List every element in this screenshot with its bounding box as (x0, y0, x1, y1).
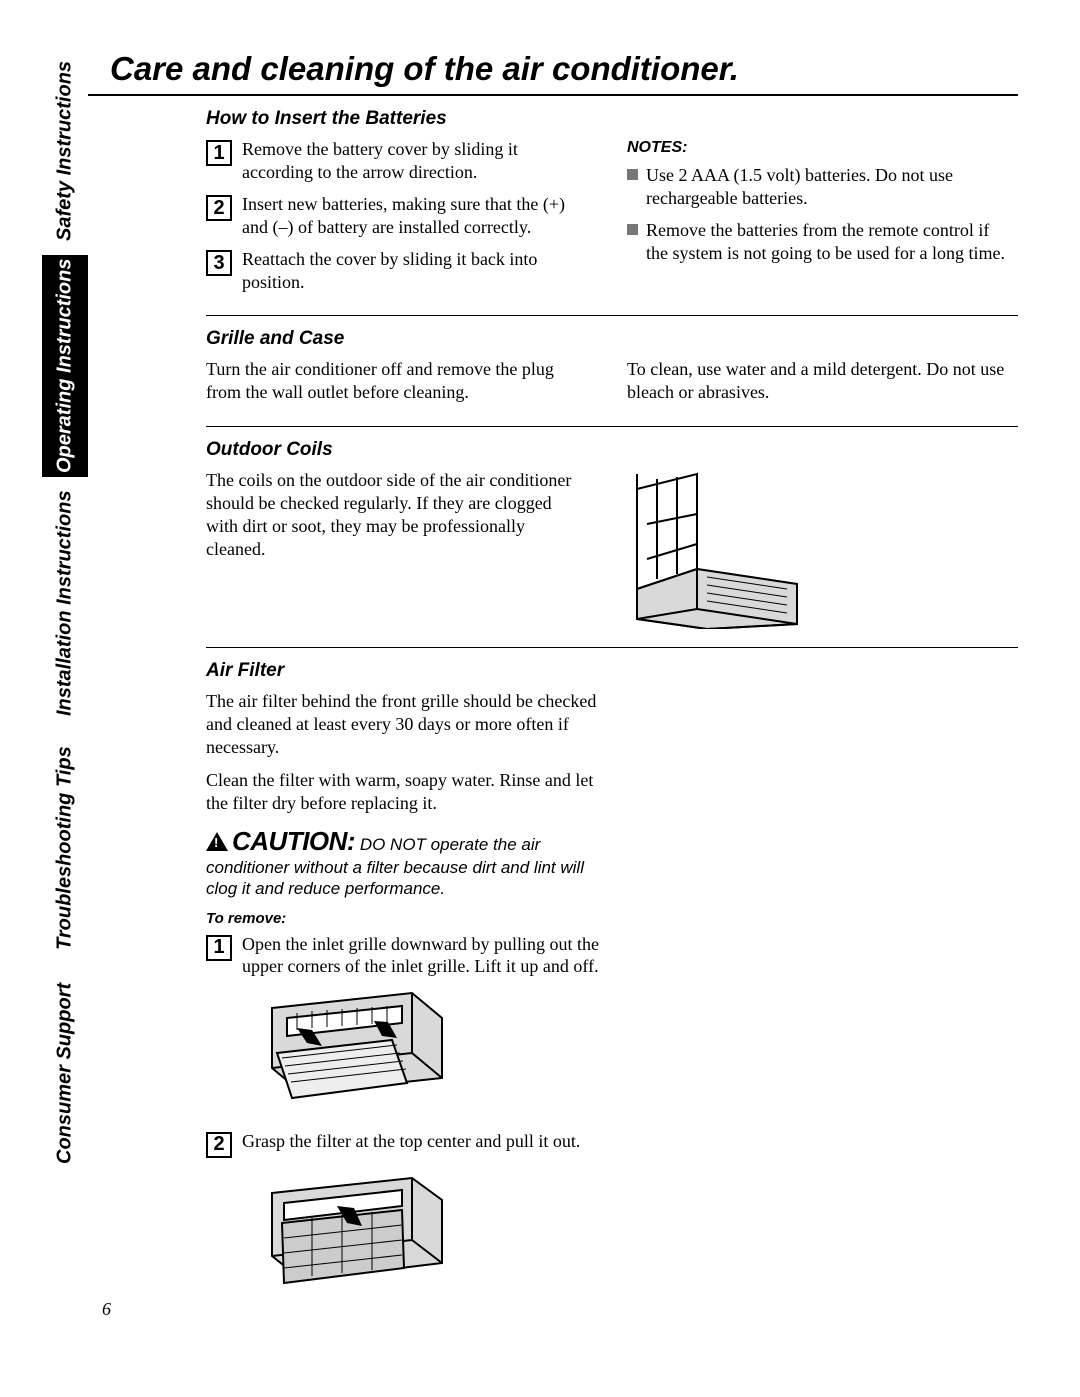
step-text: Open the inlet grille downward by pullin… (242, 933, 606, 978)
note-text: Use 2 AAA (1.5 volt) batteries. Do not u… (646, 164, 1008, 209)
warning-triangle-icon (206, 832, 228, 851)
step-text: Insert new batteries, making sure that t… (242, 193, 587, 238)
sidebar-tabs: Safety Instructions Operating Instructio… (42, 50, 88, 1330)
ac-pull-filter-icon (252, 1168, 452, 1298)
step-number-icon: 2 (206, 1132, 232, 1158)
window-ac-icon (627, 469, 817, 629)
step-text: Grasp the filter at the top center and p… (242, 1130, 580, 1153)
sidebar-item-support: Consumer Support (42, 970, 88, 1180)
section-heading: Outdoor Coils (206, 439, 1008, 461)
section-batteries: How to Insert the Batteries 1 Remove the… (206, 108, 1008, 303)
airfilter-p2: Clean the filter with warm, soapy water.… (206, 769, 606, 815)
notes-label: NOTES: (627, 138, 1008, 158)
step-3: 3 Reattach the cover by sliding it back … (206, 248, 587, 293)
section-outdoor: Outdoor Coils The coils on the outdoor s… (206, 439, 1008, 635)
page-title: Care and cleaning of the air conditioner… (110, 50, 1018, 88)
remove-step-2: 2 Grasp the filter at the top center and… (206, 1130, 606, 1158)
square-bullet-icon (627, 224, 638, 235)
illus-pull-filter (252, 1168, 606, 1298)
step-number-icon: 3 (206, 250, 232, 276)
sidebar-item-installation: Installation Instructions (42, 480, 88, 730)
grille-left: Turn the air conditioner off and remove … (206, 358, 587, 404)
divider (206, 426, 1018, 427)
airfilter-p1: The air filter behind the front grille s… (206, 690, 606, 759)
step-2: 2 Insert new batteries, making sure that… (206, 193, 587, 238)
note-text: Remove the batteries from the remote con… (646, 219, 1008, 264)
page-number: 6 (102, 1299, 111, 1320)
to-remove-label: To remove: (206, 910, 606, 927)
step-text: Reattach the cover by sliding it back in… (242, 248, 587, 293)
illus-open-grille (252, 988, 606, 1118)
outdoor-illustration (627, 469, 1008, 635)
step-number-icon: 1 (206, 935, 232, 961)
outdoor-text: The coils on the outdoor side of the air… (206, 469, 587, 625)
square-bullet-icon (627, 169, 638, 180)
section-airfilter: Air Filter The air filter behind the fro… (206, 660, 1008, 1298)
section-grille: Grille and Case Turn the air conditioner… (206, 328, 1008, 414)
step-text: Remove the battery cover by sliding it a… (242, 138, 587, 183)
caution-block: CAUTION: DO NOT operate the air conditio… (206, 825, 606, 900)
divider (206, 315, 1018, 316)
note-item: Use 2 AAA (1.5 volt) batteries. Do not u… (627, 164, 1008, 209)
batteries-notes: NOTES: Use 2 AAA (1.5 volt) batteries. D… (627, 138, 1008, 303)
step-1: 1 Remove the battery cover by sliding it… (206, 138, 587, 183)
section-heading: Air Filter (206, 660, 1008, 682)
grille-right: To clean, use water and a mild detergent… (627, 358, 1008, 404)
sidebar-item-safety: Safety Instructions (42, 50, 88, 255)
step-number-icon: 2 (206, 195, 232, 221)
batteries-steps: 1 Remove the battery cover by sliding it… (206, 138, 587, 303)
ac-open-grille-icon (252, 988, 452, 1118)
sidebar-item-operating: Operating Instructions (42, 255, 88, 480)
caution-word: CAUTION: (232, 826, 355, 856)
section-heading: Grille and Case (206, 328, 1008, 350)
section-heading: How to Insert the Batteries (206, 108, 1008, 130)
divider (206, 647, 1018, 648)
step-number-icon: 1 (206, 140, 232, 166)
remove-step-1: 1 Open the inlet grille downward by pull… (206, 933, 606, 978)
divider (88, 94, 1018, 96)
sidebar-item-troubleshooting: Troubleshooting Tips (42, 730, 88, 970)
page-content: Care and cleaning of the air conditioner… (88, 50, 1018, 1330)
note-item: Remove the batteries from the remote con… (627, 219, 1008, 264)
